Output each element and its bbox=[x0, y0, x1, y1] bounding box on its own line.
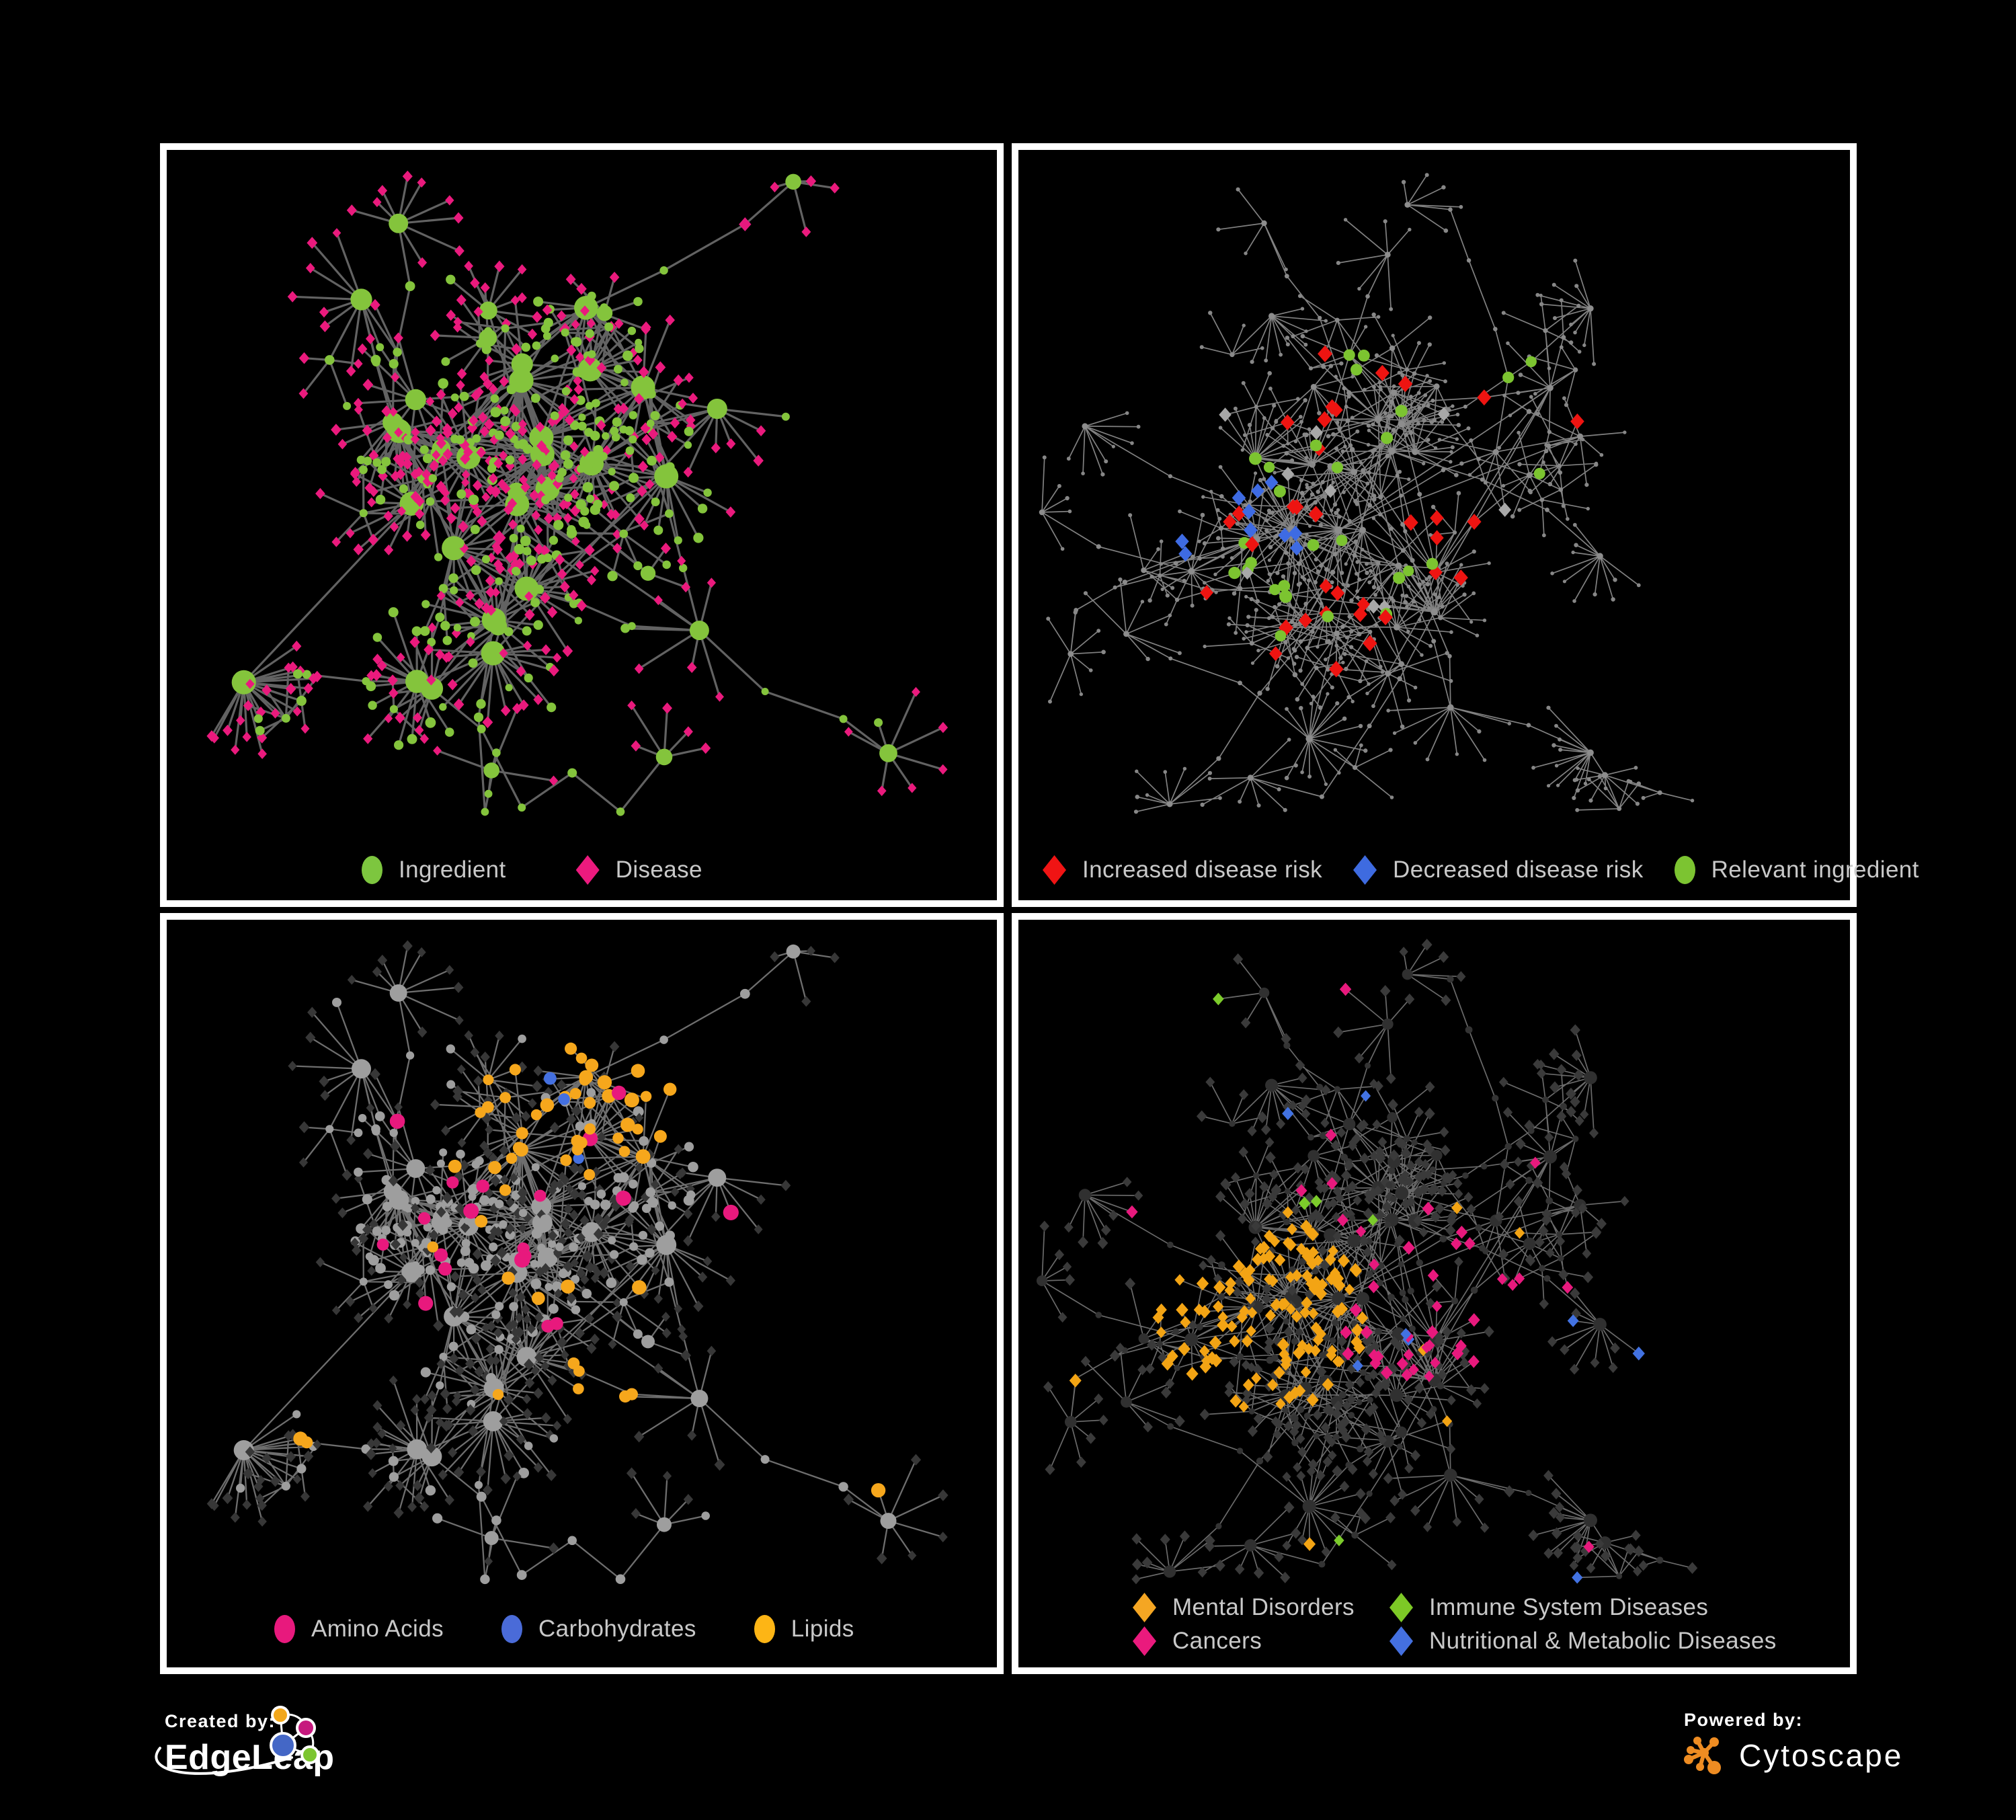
legend-label-disease: Disease bbox=[615, 857, 702, 883]
legend-label-mental-disorders: Mental Disorders bbox=[1172, 1594, 1355, 1620]
legend-label-relevant-ingredient: Relevant ingredient bbox=[1711, 857, 1919, 883]
cytoscape-logo bbox=[1684, 1737, 1721, 1774]
legend-item-decreased-risk: Decreased disease risk bbox=[1353, 855, 1644, 885]
legend-label-immune-system-diseases: Immune System Diseases bbox=[1429, 1594, 1709, 1620]
legend-item-relevant-ingredient: Relevant ingredient bbox=[1674, 855, 1919, 885]
legend-item-amino-acids: Amino Acids bbox=[274, 1614, 444, 1645]
carbohydrates-circle-swatch bbox=[501, 1615, 522, 1643]
nutritional-metabolic-diamond-swatch bbox=[1389, 1626, 1413, 1656]
edgeleap-logo bbox=[270, 1706, 319, 1764]
legend-item-nutritional-metabolic-diseases: Nutritional & Metabolic Diseases bbox=[1389, 1626, 1850, 1657]
legend-ingredient-disease: Ingredient Disease bbox=[167, 855, 997, 885]
powered-by-label: Powered by: bbox=[1684, 1710, 1804, 1730]
legend-item-mental-disorders: Mental Disorders bbox=[1133, 1592, 1389, 1623]
legend-label-lipids: Lipids bbox=[791, 1616, 854, 1642]
legend-item-cancers: Cancers bbox=[1133, 1626, 1389, 1657]
created-by-label: Created by: bbox=[165, 1711, 276, 1731]
cancers-diamond-swatch bbox=[1133, 1626, 1156, 1656]
mental-disorders-diamond-swatch bbox=[1133, 1593, 1156, 1622]
cytoscape-branding: Powered by: Cytoscape bbox=[1684, 1710, 1903, 1776]
legend-label-amino-acids: Amino Acids bbox=[311, 1616, 444, 1642]
amino-acids-circle-swatch bbox=[274, 1615, 295, 1643]
edgeleap-logo-magenta-node bbox=[296, 1718, 316, 1738]
legend-item-increased-risk: Increased disease risk bbox=[1043, 855, 1322, 885]
panel-nutrient-class: Amino Acids Carbohydrates Lipids bbox=[160, 913, 1004, 1674]
legend-item-disease: Disease bbox=[575, 855, 702, 885]
legend-label-cancers: Cancers bbox=[1172, 1628, 1262, 1654]
legend-item-ingredient: Ingredient bbox=[362, 855, 506, 885]
legend-disease-risk: Increased disease risk Decreased disease… bbox=[1018, 855, 1919, 885]
network-ingredient-disease bbox=[206, 170, 949, 816]
edgeleap-logo-orange-node bbox=[271, 1706, 290, 1725]
panel-disease-category: Mental Disorders Immune System Diseases … bbox=[1012, 913, 1857, 1674]
edgeleap-logo-green-node bbox=[300, 1745, 319, 1764]
edgeleap-logo-blue-node bbox=[270, 1732, 296, 1759]
decreased-risk-diamond-swatch bbox=[1353, 855, 1377, 885]
disease-diamond-swatch bbox=[575, 855, 600, 885]
immune-system-diamond-swatch bbox=[1389, 1593, 1413, 1622]
cytoscape-wordmark: Cytoscape bbox=[1739, 1738, 1904, 1773]
ingredient-circle-swatch bbox=[362, 856, 382, 884]
edgeleap-swoosh bbox=[155, 1747, 293, 1775]
legend-label-decreased-risk: Decreased disease risk bbox=[1393, 857, 1644, 883]
legend-item-immune-system-diseases: Immune System Diseases bbox=[1389, 1592, 1850, 1623]
lipids-circle-swatch bbox=[754, 1615, 775, 1643]
relevant-ingredient-circle-swatch bbox=[1674, 856, 1695, 884]
legend-nutrient-class: Amino Acids Carbohydrates Lipids bbox=[167, 1614, 997, 1645]
network-nutrient-class bbox=[206, 940, 949, 1585]
panel-ingredient-disease: Ingredient Disease bbox=[160, 143, 1004, 907]
legend-label-ingredient: Ingredient bbox=[399, 857, 506, 883]
legend-label-increased-risk: Increased disease risk bbox=[1082, 857, 1323, 883]
network-disease-risk bbox=[1039, 173, 1695, 814]
panel-disease-risk: Increased disease risk Decreased disease… bbox=[1012, 143, 1919, 907]
network-disease-category bbox=[1036, 939, 1698, 1585]
legend-label-carbohydrates: Carbohydrates bbox=[538, 1616, 696, 1642]
legend-disease-category: Mental Disorders Immune System Diseases … bbox=[1018, 1592, 1850, 1657]
legend-item-lipids: Lipids bbox=[754, 1614, 854, 1645]
legend-item-carbohydrates: Carbohydrates bbox=[501, 1614, 696, 1645]
increased-risk-diamond-swatch bbox=[1043, 855, 1066, 885]
legend-label-nutritional-metabolic-diseases: Nutritional & Metabolic Diseases bbox=[1429, 1628, 1777, 1654]
